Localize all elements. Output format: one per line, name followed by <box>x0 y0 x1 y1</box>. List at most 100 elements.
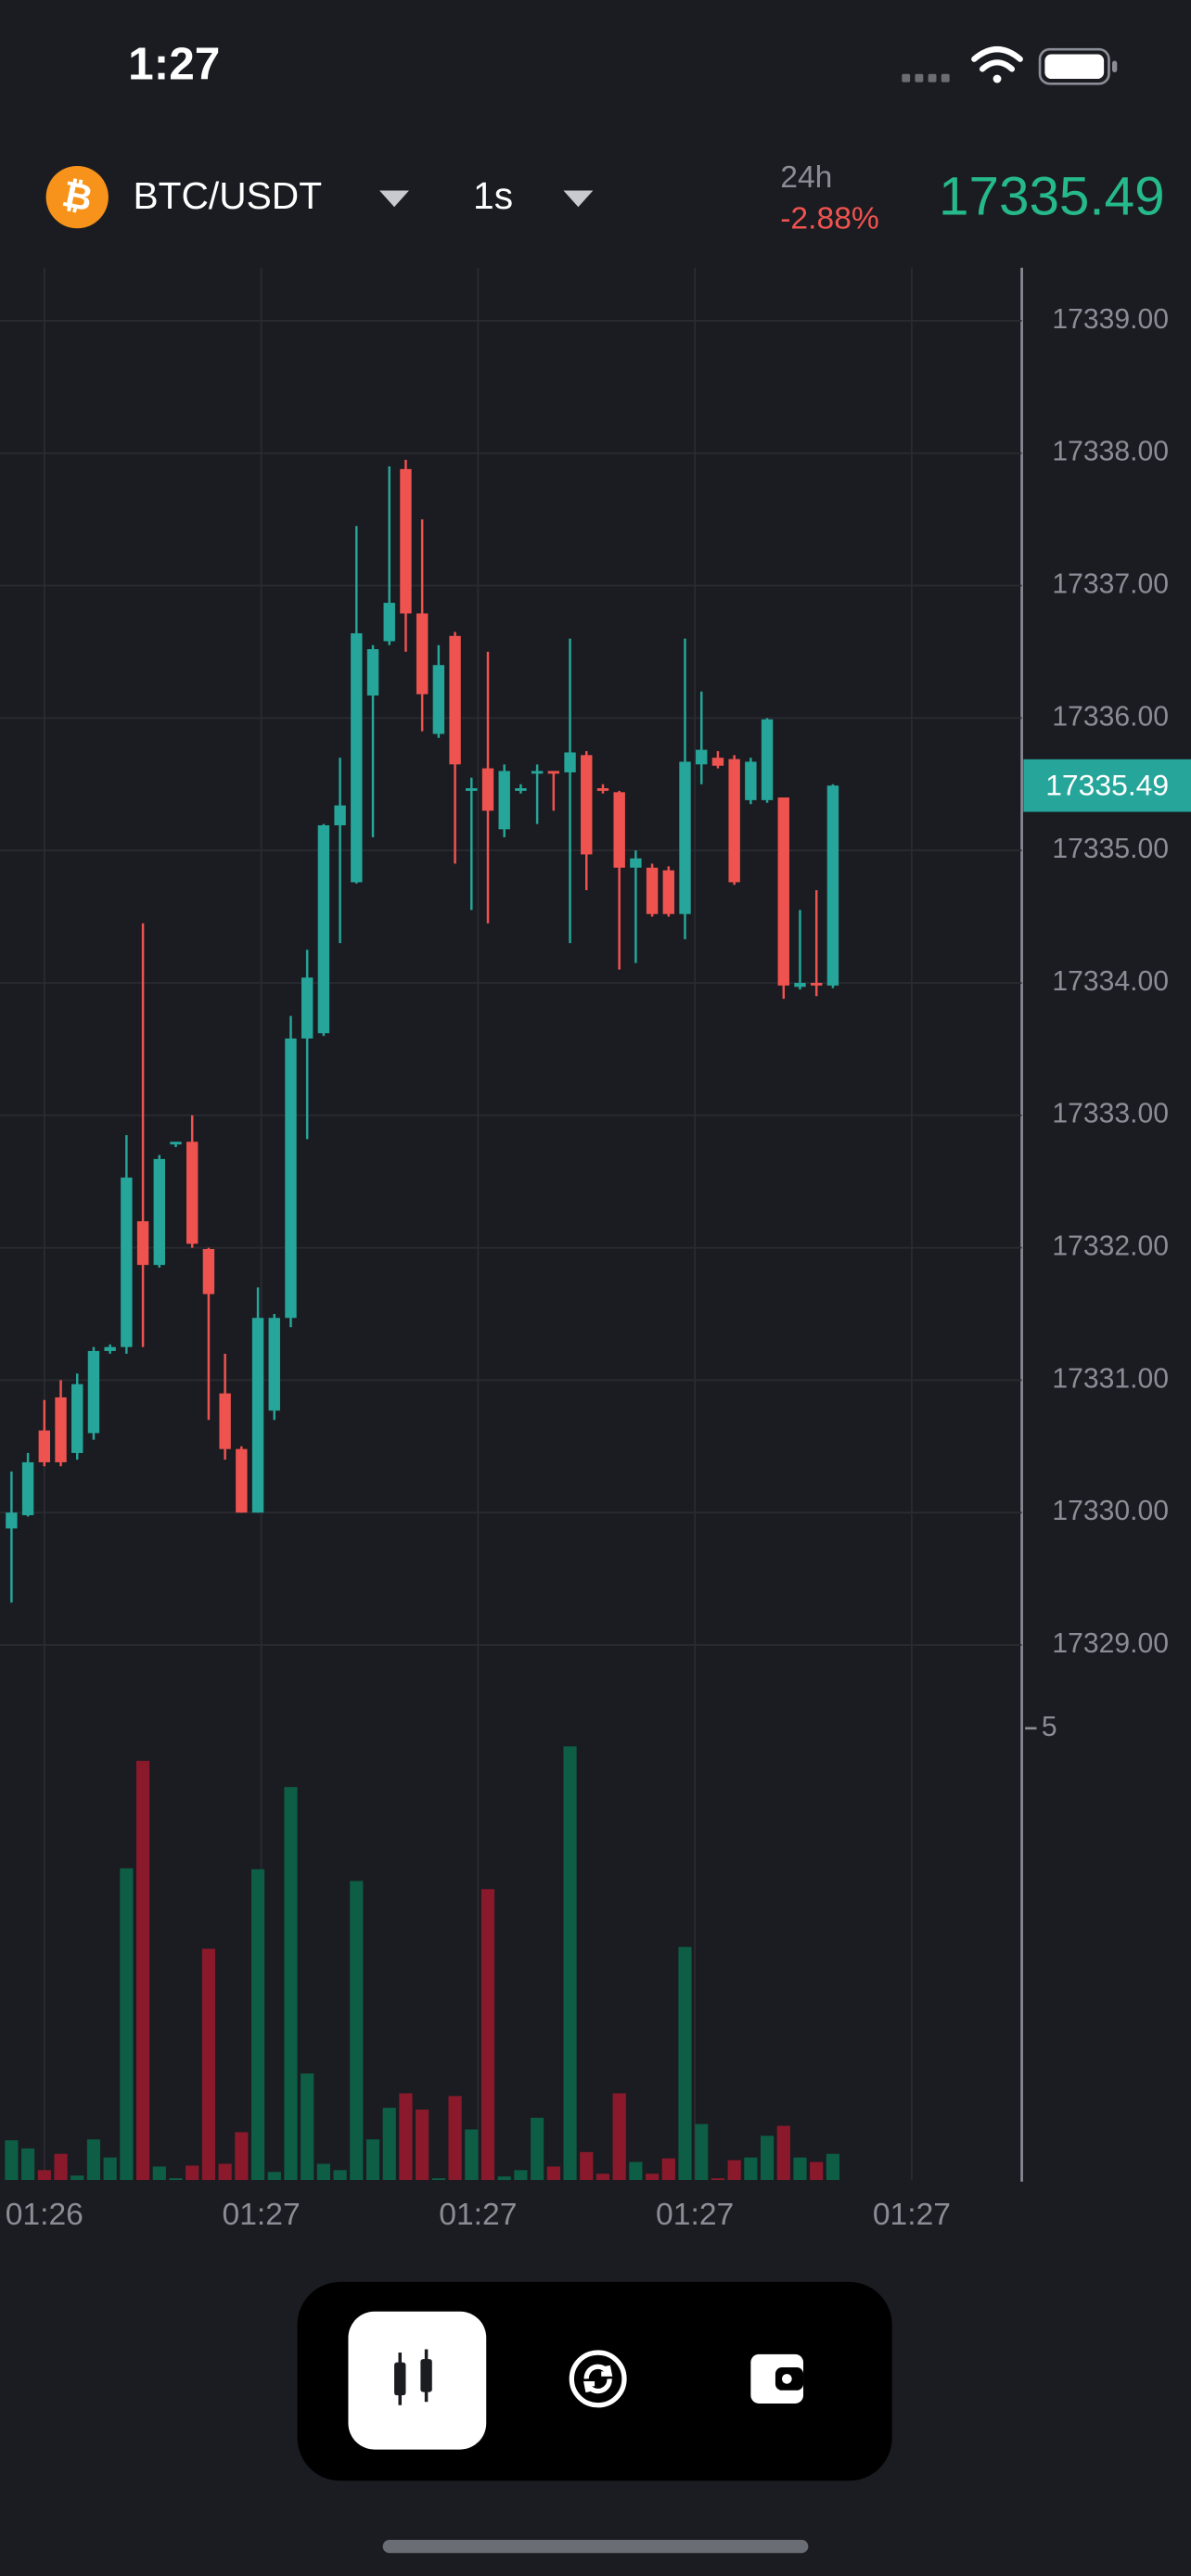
candle-body <box>383 603 395 642</box>
candle-body <box>21 1461 34 1516</box>
volume-bar <box>497 2176 511 2181</box>
candle-body <box>515 788 527 791</box>
volume-bar <box>826 2153 839 2181</box>
interval-dropdown[interactable] <box>563 190 594 208</box>
volume-bar <box>86 2139 101 2181</box>
candle-body <box>761 719 774 800</box>
volume-bar <box>596 2174 610 2181</box>
volume-bar <box>37 2170 51 2181</box>
candle-body <box>547 771 560 774</box>
volume-bar <box>186 2165 199 2181</box>
volume-bar <box>365 2139 380 2181</box>
x-tick-label: 01:27 <box>656 2198 734 2232</box>
pair-dropdown[interactable] <box>379 190 409 208</box>
y-tick-label: 17332.00 <box>1052 1231 1169 1262</box>
candle-body <box>317 825 330 1034</box>
wifi-icon <box>971 46 1023 83</box>
volume-bar <box>431 2178 445 2181</box>
volume-bar <box>776 2125 790 2181</box>
chart-tab-icon <box>394 2349 432 2405</box>
candle-body <box>366 649 379 696</box>
y-tick-label: 17333.00 <box>1052 1099 1169 1129</box>
volume-bar <box>316 2163 330 2181</box>
candle-body <box>87 1350 100 1434</box>
candle-body <box>136 1221 149 1266</box>
pair-selector[interactable]: BTC/USDT <box>133 174 322 217</box>
signal-icon <box>902 73 950 83</box>
candle-body <box>6 1512 18 1529</box>
volume-bar <box>301 2073 314 2181</box>
volume-bar <box>448 2096 462 2181</box>
volume-bar <box>333 2170 347 2181</box>
swap-tab[interactable] <box>569 2350 627 2408</box>
candle-body <box>794 982 806 988</box>
candle-body <box>596 788 609 791</box>
candle-body <box>696 749 708 765</box>
volume-bar <box>629 2162 643 2181</box>
volume-bar <box>284 1787 298 2181</box>
volume-bar <box>612 2093 626 2181</box>
candle-body <box>202 1249 215 1294</box>
volume-bar <box>54 2153 68 2181</box>
volume-bar <box>21 2148 35 2181</box>
interval-selector[interactable]: 1s <box>473 174 513 217</box>
candle-body <box>646 867 659 914</box>
candle-body <box>121 1177 133 1347</box>
volume-bar <box>514 2170 528 2181</box>
candle-body <box>777 797 789 986</box>
candle-body <box>104 1346 116 1351</box>
volume-bar <box>580 2151 594 2181</box>
chart-tab[interactable] <box>348 2311 487 2450</box>
volume-bar <box>711 2178 725 2181</box>
volume-bar <box>399 2093 413 2181</box>
candle-body <box>826 785 839 986</box>
volume-bar <box>267 2172 281 2181</box>
x-tick-label: 01:27 <box>223 2198 301 2232</box>
candle-body <box>334 805 346 826</box>
volume-bar <box>563 1746 577 2181</box>
y-tick-label: 17338.00 <box>1052 437 1169 467</box>
coin-icon <box>45 165 109 229</box>
price-change: -2.88% <box>780 201 879 236</box>
volume-bar <box>727 2160 741 2181</box>
volume-bar <box>793 2157 807 2181</box>
candle-body <box>498 771 510 830</box>
candle-body <box>251 1318 264 1513</box>
volume-bar <box>250 1868 265 2181</box>
volume-bar <box>135 1760 150 2181</box>
y-tick-label: 17330.00 <box>1052 1496 1169 1526</box>
status-time: 1:27 <box>128 38 220 90</box>
volume-bar <box>201 1948 216 2181</box>
volume-bar <box>416 2110 429 2181</box>
volume-bar <box>235 2132 249 2181</box>
volume-bar <box>120 1868 134 2181</box>
wallet-tab[interactable] <box>750 2353 804 2404</box>
candle-body <box>236 1448 248 1513</box>
y-tick-label: 17335.00 <box>1052 834 1169 864</box>
candle-body <box>170 1141 182 1145</box>
volume-bar <box>546 2166 560 2181</box>
volume-bar <box>152 2166 166 2181</box>
candle-body <box>811 982 823 986</box>
candle-body <box>285 1038 297 1319</box>
volume-bar <box>695 2123 709 2181</box>
candle-body <box>662 870 675 914</box>
candle-body <box>466 788 478 791</box>
volume-bar <box>465 2129 479 2181</box>
volume-bar <box>480 1889 495 2181</box>
y-tick-label: 17331.00 <box>1052 1363 1169 1394</box>
candle-body <box>416 613 429 695</box>
volume-bar <box>5 2140 19 2181</box>
volume-bar <box>169 2178 183 2181</box>
volume-bar <box>744 2157 758 2181</box>
volume-bar <box>103 2157 117 2181</box>
battery-icon <box>1038 47 1118 85</box>
volume-tick-label: 5 <box>1042 1712 1057 1742</box>
volume-bar <box>350 1881 364 2181</box>
price-tag-label: 17335.49 <box>1045 768 1169 801</box>
candle-body <box>679 761 691 914</box>
candle-body <box>71 1384 83 1453</box>
volume-bar <box>646 2174 660 2181</box>
